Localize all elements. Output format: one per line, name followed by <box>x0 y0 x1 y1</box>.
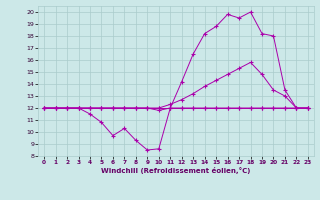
X-axis label: Windchill (Refroidissement éolien,°C): Windchill (Refroidissement éolien,°C) <box>101 167 251 174</box>
